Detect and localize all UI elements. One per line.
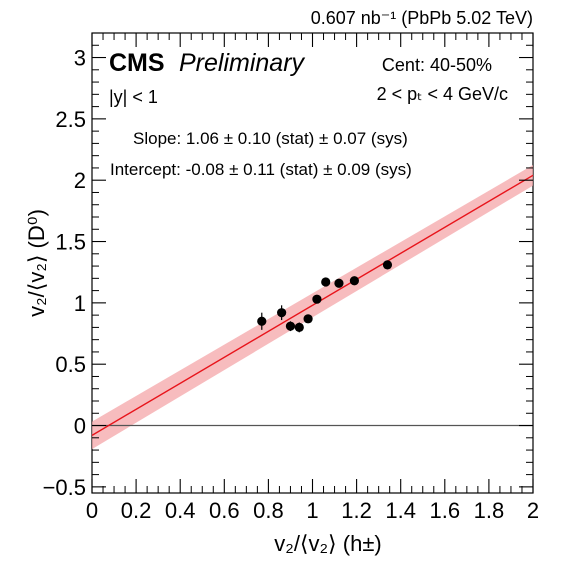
data-point-9 — [382, 260, 393, 270]
data-point-8 — [349, 276, 359, 286]
x-tick-label-5: 1 — [306, 498, 318, 523]
rapidity-label: |y| < 1 — [109, 87, 158, 107]
data-point-5 — [312, 294, 322, 304]
y-axis-title: v₂/⟨v₂⟩ (D⁰) — [24, 209, 49, 317]
data-point-1 — [277, 308, 287, 318]
data-point-2 — [285, 321, 296, 331]
luminosity-header: 0.607 nb⁻¹ (PbPb 5.02 TeV) — [311, 8, 533, 28]
axis-ticks — [91, 32, 534, 493]
y-tick-label-6: 2.5 — [55, 107, 86, 132]
data-point-0 — [257, 316, 267, 326]
y-tick-label-3: 1 — [74, 291, 86, 316]
x-tick-label-9: 1.8 — [474, 498, 505, 523]
pt-range-label: 2 < pₜ < 4 GeV/c — [377, 84, 508, 104]
y-tick-label-5: 2 — [74, 168, 86, 193]
fit-band — [92, 164, 533, 450]
x-tick-label-2: 0.4 — [165, 498, 196, 523]
fit-line — [91, 174, 534, 436]
y-tick-label-2: 0.5 — [55, 352, 86, 377]
y-tick-label-1: 0 — [74, 414, 86, 439]
plot-area — [91, 164, 534, 450]
x-tick-label-1: 0.2 — [121, 498, 152, 523]
data-point-6 — [321, 277, 331, 287]
x-tick-label-8: 1.6 — [430, 498, 461, 523]
status-label: Preliminary — [179, 49, 306, 77]
y-tick-label-0: −0.5 — [43, 475, 86, 500]
x-tick-label-0: 0 — [86, 498, 98, 523]
tick-labels: 0 0.2 0.4 0.6 0.8 1 1.2 1.4 1.6 1.8 2−0.500.511.52… — [43, 46, 540, 523]
centrality-label: Cent: 40-50% — [382, 55, 492, 75]
intercept-label: Intercept: -0.08 ± 0.11 (stat) ± 0.09 (s… — [110, 160, 412, 179]
data-point-3 — [294, 322, 304, 332]
data-point-7 — [334, 278, 344, 288]
y-tick-label-7: 3 — [74, 46, 86, 71]
slope-label: Slope: 1.06 ± 0.10 (stat) ± 0.07 (sys) — [133, 129, 408, 148]
x-tick-label-4: 0.8 — [253, 498, 284, 523]
y-tick-label-4: 1.5 — [55, 230, 86, 255]
data-point-4 — [303, 314, 313, 324]
x-tick-label-7: 1.4 — [385, 498, 416, 523]
x-tick-label-3: 0.6 — [209, 498, 240, 523]
x-axis-title: v₂/⟨v₂⟩ (h±) — [274, 531, 381, 556]
x-tick-label-10: 2 — [527, 498, 539, 523]
experiment-label: CMS — [109, 49, 165, 77]
x-tick-label-6: 1.2 — [341, 498, 372, 523]
